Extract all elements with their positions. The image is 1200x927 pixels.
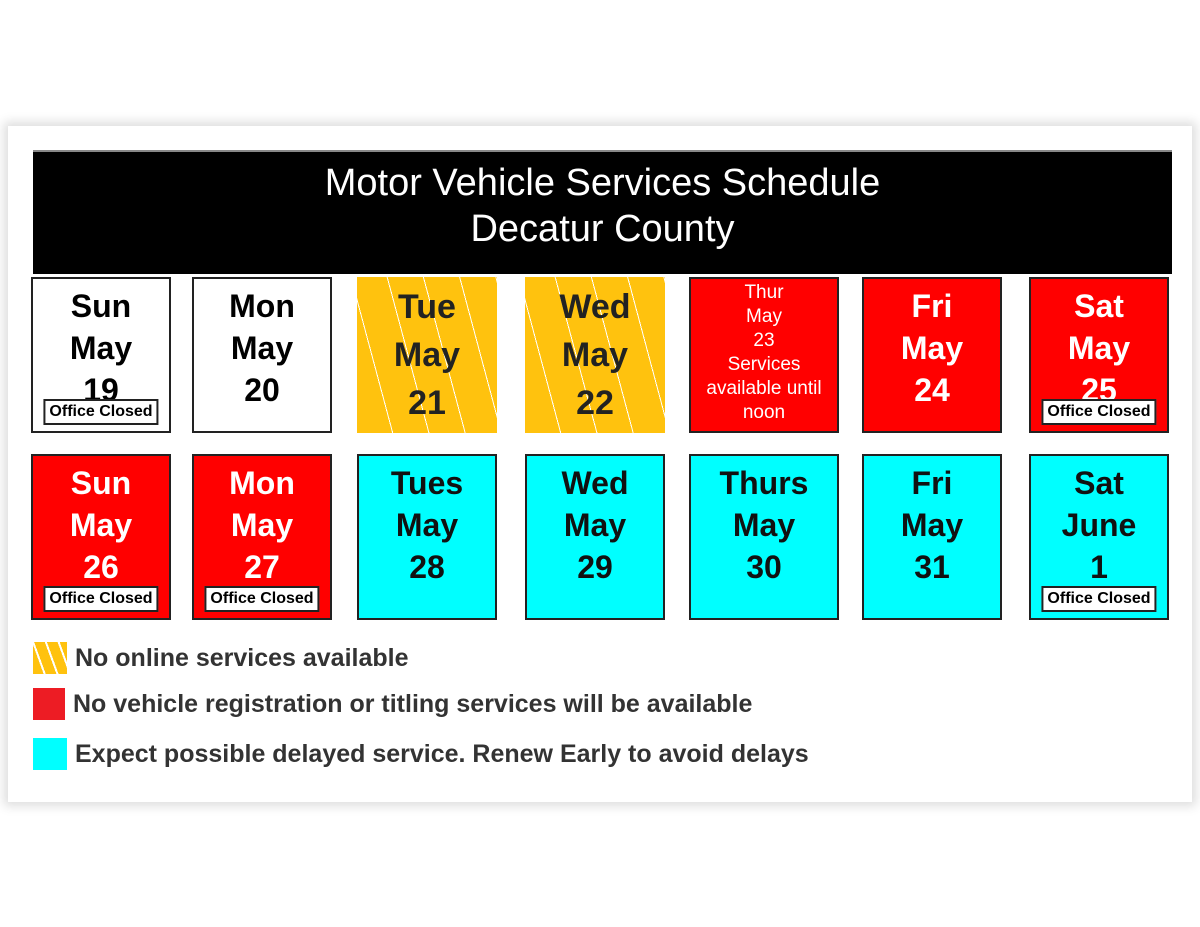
day-tile-line: May (230, 507, 294, 543)
title-line-2: Decatur County (470, 208, 735, 250)
legend-text: Expect possible delayed service. Renew E… (75, 739, 809, 768)
day-tile-line: Sat (1074, 465, 1124, 501)
day-tile: Wed May 29 (525, 454, 665, 620)
day-tile-line: Sun (70, 465, 132, 501)
day-tile: Mon May 27 Office Closed (192, 454, 332, 620)
day-tile-line: May (69, 330, 133, 366)
day-tile-line: Fri (911, 465, 953, 501)
day-tile-line: 29 (577, 549, 613, 585)
day-tile-line: May (1067, 330, 1131, 366)
day-tile-line: Thur (744, 282, 784, 303)
day-tile-line: Wed (561, 465, 629, 501)
day-tile: Sat May 25 Office Closed (1029, 277, 1169, 433)
day-tile-line: May (561, 336, 629, 374)
red-swatch-icon (33, 688, 65, 720)
day-tile-line: June (1061, 507, 1137, 543)
office-closed-label: Office Closed (43, 586, 159, 612)
office-closed-label: Office Closed (1041, 586, 1157, 612)
day-tile-line: 23 (753, 330, 775, 351)
day-tile-line: 20 (244, 372, 280, 408)
day-tile-line: May (732, 507, 796, 543)
title-line-1: Motor Vehicle Services Schedule (324, 162, 881, 204)
cyan-swatch-icon (33, 738, 67, 770)
day-tile-line: May (395, 507, 459, 543)
day-tile: Wed May 22 (525, 277, 665, 433)
yellow-striped-swatch-icon (33, 642, 67, 674)
day-tile: Sun May 19 Office Closed (31, 277, 171, 433)
day-tile-line: Mon (229, 465, 295, 501)
day-tile-line: 31 (914, 549, 950, 585)
schedule-header: Motor Vehicle Services Schedule Decatur … (33, 150, 1172, 274)
legend-item-no-registration: No vehicle registration or titling servi… (33, 688, 752, 720)
day-tile-line: Services (727, 354, 801, 375)
day-tile-line: Mon (229, 288, 295, 324)
day-tile-line: 30 (746, 549, 782, 585)
day-tile-line: May (746, 306, 782, 327)
day-tile-line: Sun (70, 288, 132, 324)
day-tile-line: May (900, 507, 964, 543)
legend-item-no-online: No online services available (33, 642, 409, 674)
day-tile: Thurs May 30 (689, 454, 839, 620)
day-tile: Sat June 1 Office Closed (1029, 454, 1169, 620)
day-tile-line: May (563, 507, 627, 543)
day-tile: Fri May 31 (862, 454, 1002, 620)
day-tile-line: 1 (1090, 549, 1108, 585)
office-closed-label: Office Closed (204, 586, 320, 612)
day-tile-line: Fri (911, 288, 953, 324)
day-tile-line: 26 (83, 549, 119, 585)
day-tile: Mon May 20 (192, 277, 332, 433)
legend-text: No online services available (75, 643, 409, 672)
day-tile: Tues May 28 (357, 454, 497, 620)
day-tile-line: May (900, 330, 964, 366)
day-tile-line: May (230, 330, 294, 366)
legend-text: No vehicle registration or titling servi… (73, 689, 753, 718)
day-tile-line: May (69, 507, 133, 543)
day-tile-line: 24 (914, 372, 950, 408)
office-closed-label: Office Closed (43, 399, 159, 425)
day-tile-line: Tue (398, 288, 456, 326)
day-tile-line: 21 (408, 384, 446, 422)
office-closed-label: Office Closed (1041, 399, 1157, 425)
day-tile-line: 22 (576, 384, 614, 422)
day-tile-line: 28 (409, 549, 445, 585)
day-tile: Sun May 26 Office Closed (31, 454, 171, 620)
day-tile-line: May (393, 336, 461, 374)
day-tile-line: Thurs (719, 465, 809, 501)
day-tile: Thur May 23 Services available until noon (689, 277, 839, 433)
legend-item-delayed: Expect possible delayed service. Renew E… (33, 738, 809, 770)
day-tile-line: available until (706, 378, 822, 399)
day-tile-line: noon (742, 402, 786, 423)
day-tile-line: 27 (244, 549, 280, 585)
day-tile-line: Sat (1074, 288, 1124, 324)
day-tile-line: Tues (390, 465, 464, 501)
day-tile: Fri May 24 (862, 277, 1002, 433)
day-tile: Tue May 21 (357, 277, 497, 433)
day-tile-line: Wed (559, 288, 631, 326)
